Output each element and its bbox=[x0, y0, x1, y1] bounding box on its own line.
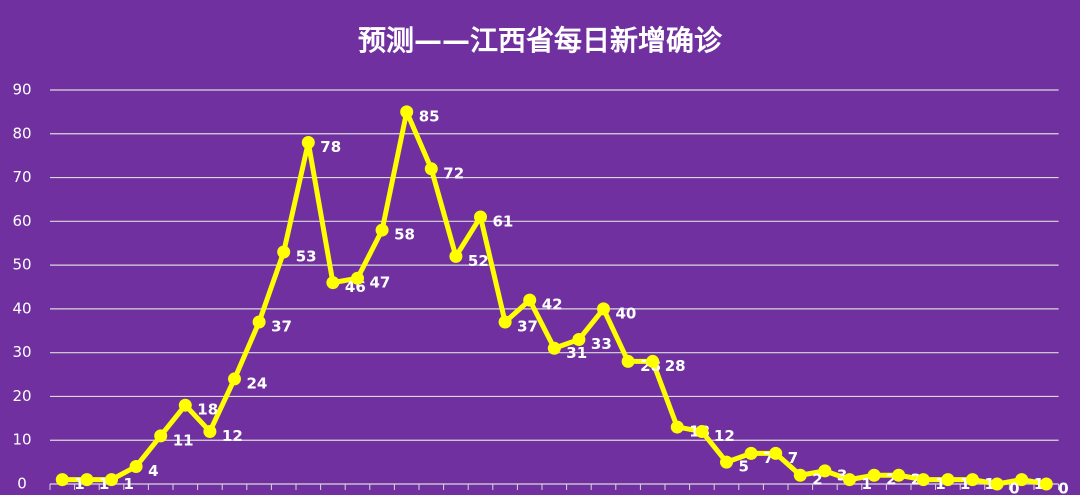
marker bbox=[892, 468, 906, 482]
value-label: 37 bbox=[271, 318, 292, 336]
value-label: 11 bbox=[173, 431, 194, 449]
y-tick-label: 10 bbox=[12, 431, 31, 449]
value-label: 37 bbox=[517, 318, 538, 336]
value-label: 7 bbox=[788, 449, 798, 467]
marker bbox=[621, 354, 635, 368]
marker bbox=[769, 446, 783, 460]
value-label: 52 bbox=[468, 252, 489, 270]
value-label: 33 bbox=[591, 335, 612, 353]
value-label: 1 bbox=[99, 475, 109, 493]
value-label: 72 bbox=[443, 164, 464, 182]
marker bbox=[400, 105, 414, 119]
marker bbox=[966, 473, 979, 487]
marker bbox=[326, 276, 340, 290]
marker bbox=[1039, 477, 1053, 491]
value-label: 2 bbox=[911, 471, 921, 489]
marker bbox=[301, 136, 315, 150]
value-label: 47 bbox=[370, 274, 391, 292]
marker bbox=[941, 473, 955, 487]
marker bbox=[252, 315, 266, 329]
marker bbox=[105, 473, 118, 487]
marker bbox=[547, 341, 561, 355]
value-label: 5 bbox=[739, 458, 749, 476]
value-label: 78 bbox=[320, 138, 341, 156]
marker bbox=[449, 249, 463, 263]
value-label: 85 bbox=[419, 107, 440, 125]
y-tick-label: 50 bbox=[12, 256, 31, 274]
value-label: 12 bbox=[222, 427, 243, 445]
value-label: 0 bbox=[1058, 480, 1068, 495]
marker bbox=[424, 162, 438, 176]
value-label: 42 bbox=[542, 296, 563, 314]
marker bbox=[474, 210, 487, 224]
marker bbox=[523, 293, 537, 307]
value-label: 1 bbox=[74, 475, 84, 493]
y-tick-label: 30 bbox=[12, 343, 31, 361]
y-tick-label: 80 bbox=[12, 124, 31, 142]
chart-title: 预测——江西省每日新增确诊 bbox=[358, 24, 723, 57]
value-label: 1 bbox=[862, 475, 872, 493]
value-label: 1 bbox=[985, 475, 995, 493]
marker bbox=[744, 446, 758, 460]
marker bbox=[154, 429, 168, 443]
marker bbox=[203, 424, 217, 438]
marker bbox=[129, 459, 143, 473]
value-label: 1 bbox=[935, 475, 945, 493]
value-label: 7 bbox=[763, 449, 773, 467]
value-label: 61 bbox=[493, 212, 514, 230]
value-label: 1 bbox=[1034, 475, 1044, 493]
value-label: 12 bbox=[714, 427, 735, 445]
marker bbox=[916, 473, 930, 487]
marker bbox=[498, 315, 512, 329]
value-label: 18 bbox=[197, 401, 218, 419]
marker bbox=[375, 223, 389, 237]
y-tick-label: 40 bbox=[12, 299, 31, 317]
marker bbox=[1015, 473, 1029, 487]
value-label: 58 bbox=[394, 226, 415, 244]
marker bbox=[351, 271, 364, 285]
marker bbox=[277, 245, 291, 259]
marker bbox=[646, 354, 660, 368]
value-label: 31 bbox=[566, 344, 587, 362]
marker bbox=[228, 372, 241, 386]
marker bbox=[55, 473, 69, 487]
y-tick-label: 0 bbox=[17, 475, 27, 493]
marker bbox=[818, 464, 832, 478]
marker bbox=[572, 333, 586, 347]
marker bbox=[990, 477, 1004, 491]
value-label: 0 bbox=[1009, 480, 1019, 495]
y-tick-label: 90 bbox=[12, 81, 31, 99]
marker bbox=[793, 468, 807, 482]
value-label: 24 bbox=[247, 374, 268, 392]
y-tick-label: 70 bbox=[12, 168, 31, 186]
value-label: 1 bbox=[960, 475, 970, 493]
value-label: 4 bbox=[148, 462, 158, 480]
value-label: 2 bbox=[812, 471, 822, 489]
value-label: 28 bbox=[665, 357, 686, 375]
marker bbox=[80, 473, 94, 487]
marker bbox=[695, 424, 709, 438]
value-label: 40 bbox=[616, 304, 637, 322]
marker bbox=[720, 455, 733, 469]
value-label: 1 bbox=[124, 475, 134, 493]
marker bbox=[867, 468, 881, 482]
value-label: 2 bbox=[886, 471, 896, 489]
y-tick-label: 20 bbox=[12, 387, 31, 405]
marker bbox=[597, 302, 610, 316]
value-label: 3 bbox=[837, 466, 847, 484]
value-label: 53 bbox=[296, 247, 317, 265]
marker bbox=[178, 398, 192, 412]
y-tick-label: 60 bbox=[12, 212, 31, 230]
marker bbox=[843, 473, 856, 487]
marker bbox=[670, 420, 684, 434]
